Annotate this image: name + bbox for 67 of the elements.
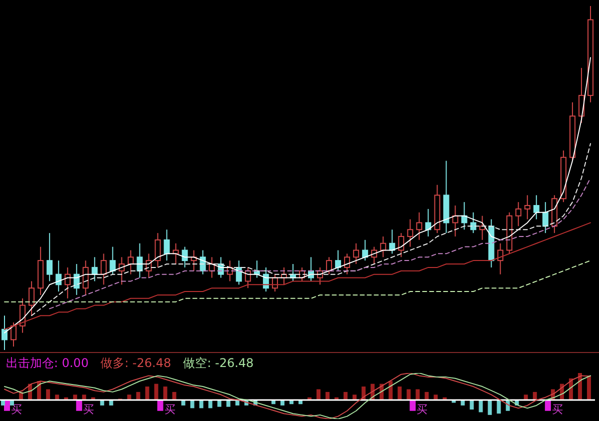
bar: [326, 392, 330, 400]
bar: [136, 392, 140, 400]
bar: [496, 400, 501, 414]
bar: [352, 394, 357, 400]
bar: [145, 386, 150, 400]
candlestick: [136, 242, 143, 278]
bar: [344, 392, 348, 400]
candlestick: [326, 256, 332, 275]
candlestick: [46, 232, 53, 282]
candlestick: [10, 322, 17, 348]
bar: [406, 389, 411, 400]
annotation: 买: [83, 402, 94, 416]
bar: [127, 394, 132, 400]
candlestick: [335, 250, 342, 272]
candlestick: [2, 315, 8, 350]
bar: [544, 400, 551, 411]
series-label: 做空: -26.48: [183, 355, 254, 372]
candlestick: [154, 232, 161, 268]
bar: [488, 400, 492, 415]
candlestick: [172, 242, 179, 264]
bar: [434, 394, 438, 400]
bar: [586, 376, 591, 400]
bar: [154, 384, 158, 400]
bar: [157, 400, 164, 411]
bar: [316, 389, 321, 400]
candlestick: [398, 232, 404, 258]
bar: [82, 394, 86, 400]
candlestick: [82, 260, 89, 296]
candlestick: [497, 242, 504, 275]
series-label: 做多: -26.48: [100, 355, 172, 372]
annotation: 买: [552, 402, 563, 416]
bar: [524, 394, 528, 400]
candlestick: [407, 218, 414, 248]
candlestick: [182, 246, 188, 268]
candlestick: [524, 194, 530, 220]
candlestick: [425, 208, 432, 237]
annotation: 买: [164, 402, 176, 416]
bar: [55, 394, 60, 400]
bar: [163, 386, 168, 400]
bar: [532, 392, 537, 400]
bar: [172, 392, 176, 400]
bar: [76, 400, 82, 411]
candlestick: [470, 212, 476, 234]
candlestick: [118, 256, 125, 286]
text: 出击加仓: 0.00: [6, 355, 89, 372]
candlestick: [344, 253, 350, 275]
bar: [73, 394, 78, 400]
bar: [478, 400, 483, 412]
bar: [416, 389, 420, 400]
candlestick: [164, 229, 170, 262]
annotation: 买: [11, 402, 22, 416]
candlestick: [533, 194, 540, 220]
candlestick: [100, 253, 107, 286]
candlestick: [28, 280, 35, 316]
candlestick: [128, 250, 134, 275]
bar: [398, 386, 402, 400]
candlestick: [362, 239, 368, 262]
candlestick: [353, 242, 360, 264]
bar: [424, 392, 429, 400]
bar: [46, 389, 50, 400]
bar: [410, 400, 416, 411]
candlestick: [416, 212, 422, 240]
candlestick: [371, 246, 378, 264]
candlestick: [110, 246, 116, 275]
annotation: 买: [416, 402, 428, 416]
candlestick: [92, 256, 98, 282]
candlestick: [515, 202, 522, 227]
